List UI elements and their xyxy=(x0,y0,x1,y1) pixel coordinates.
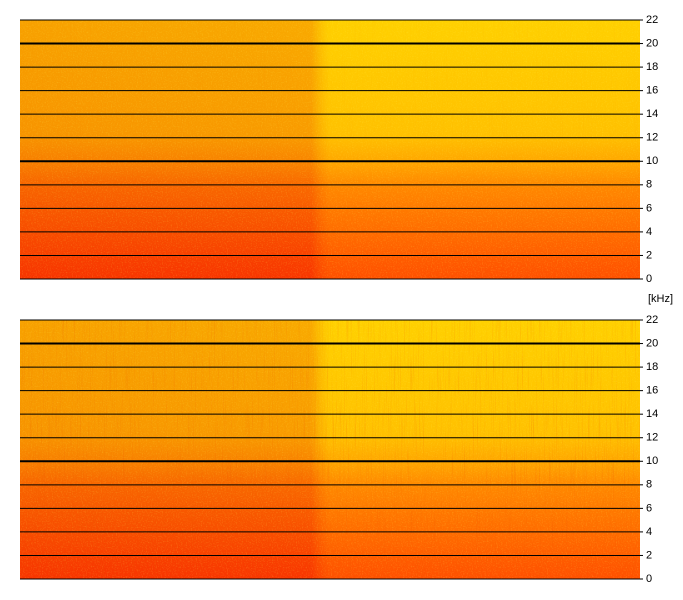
y-tick-label: 0 xyxy=(646,273,652,285)
spectrogram-streak-texture xyxy=(20,20,640,279)
unit-label: [kHz] xyxy=(648,293,673,305)
y-tick-label: 8 xyxy=(646,479,652,491)
y-tick-label: 6 xyxy=(646,502,652,514)
y-tick-label: 14 xyxy=(646,408,658,420)
y-tick-label: 22 xyxy=(646,314,658,326)
y-tick-label: 0 xyxy=(646,573,652,585)
y-tick-label: 2 xyxy=(646,549,652,561)
y-tick-label: 12 xyxy=(646,432,658,444)
y-tick-label: 4 xyxy=(646,526,652,538)
y-tick-label: 2 xyxy=(646,249,652,261)
y-tick-label: 16 xyxy=(646,85,658,97)
spectrogram-panel xyxy=(20,20,640,279)
y-tick-label: 6 xyxy=(646,202,652,214)
y-tick-label: 20 xyxy=(646,37,658,49)
spectrogram-streaks xyxy=(20,20,640,279)
y-tick-label: 8 xyxy=(646,179,652,191)
y-tick-label: 16 xyxy=(646,385,658,397)
y-tick-label: 10 xyxy=(646,455,658,467)
y-tick-label: 10 xyxy=(646,155,658,167)
y-tick-label: 18 xyxy=(646,61,658,73)
spectrogram-streak-texture xyxy=(20,320,640,579)
y-tick-label: 20 xyxy=(646,337,658,349)
y-tick-label: 12 xyxy=(646,132,658,144)
spectrogram-panel xyxy=(20,320,640,579)
spectrogram-streaks xyxy=(20,320,640,579)
y-tick-label: 4 xyxy=(646,226,652,238)
y-tick-label: 18 xyxy=(646,361,658,373)
y-tick-label: 14 xyxy=(646,108,658,120)
y-tick-label: 22 xyxy=(646,14,658,26)
